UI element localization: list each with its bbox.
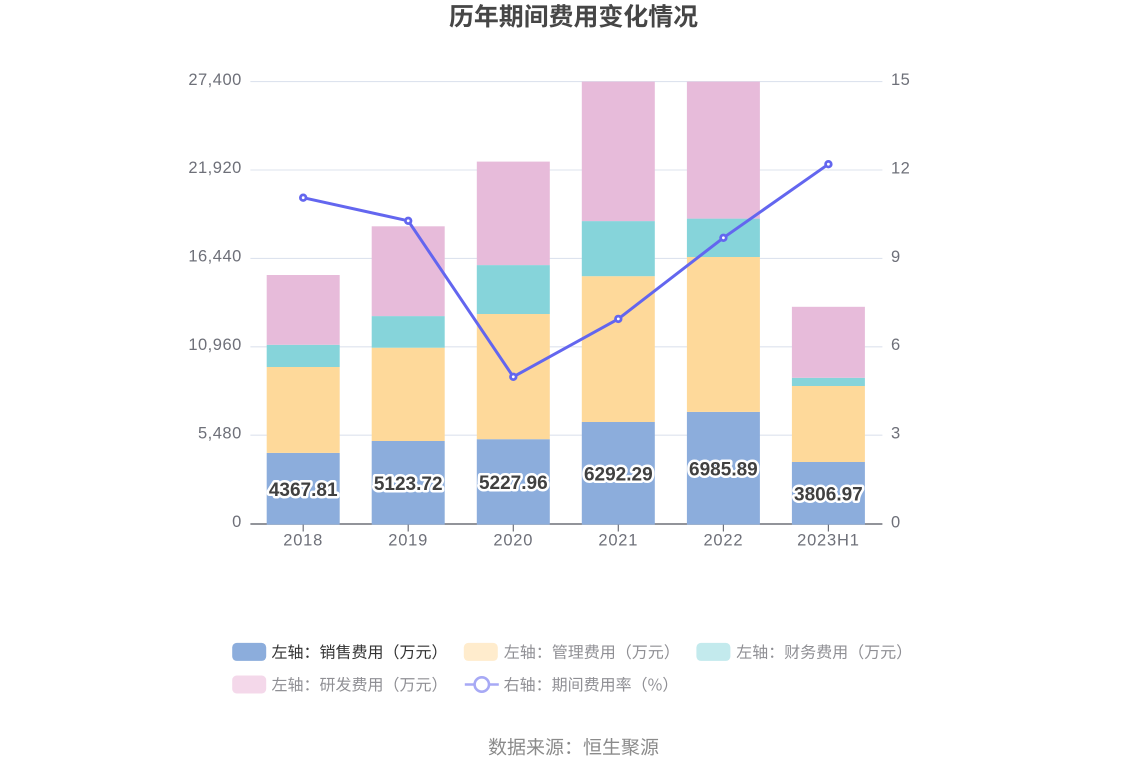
svg-text:4367.81: 4367.81 bbox=[269, 480, 338, 501]
svg-text:2020: 2020 bbox=[493, 532, 533, 550]
svg-text:0: 0 bbox=[232, 513, 242, 531]
svg-text:9: 9 bbox=[891, 248, 901, 266]
svg-text:6985.89: 6985.89 bbox=[689, 460, 758, 481]
svg-text:2019: 2019 bbox=[388, 532, 428, 550]
svg-text:5227.96: 5227.96 bbox=[479, 473, 548, 494]
svg-text:27,400: 27,400 bbox=[188, 71, 241, 89]
svg-text:5,480: 5,480 bbox=[198, 424, 242, 442]
svg-text:15: 15 bbox=[891, 71, 910, 89]
svg-text:2022: 2022 bbox=[703, 532, 743, 550]
svg-text:10,960: 10,960 bbox=[188, 336, 241, 354]
svg-text:3806.97: 3806.97 bbox=[794, 485, 863, 506]
svg-text:6292.29: 6292.29 bbox=[584, 465, 653, 486]
svg-text:5123.72: 5123.72 bbox=[374, 474, 443, 495]
svg-text:3: 3 bbox=[891, 425, 901, 443]
svg-text:21,920: 21,920 bbox=[188, 159, 241, 177]
svg-text:2021: 2021 bbox=[598, 532, 638, 550]
svg-text:2018: 2018 bbox=[283, 532, 323, 550]
svg-text:16,440: 16,440 bbox=[188, 248, 241, 266]
svg-text:2023H1: 2023H1 bbox=[797, 532, 860, 550]
svg-text:6: 6 bbox=[891, 336, 901, 354]
svg-text:12: 12 bbox=[891, 159, 910, 177]
svg-text:0: 0 bbox=[891, 513, 901, 531]
